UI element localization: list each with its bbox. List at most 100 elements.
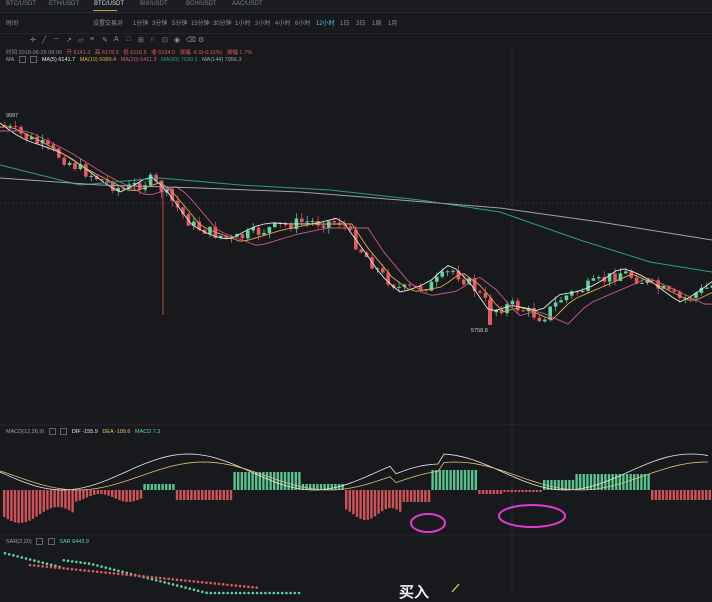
- tb-1h[interactable]: 1小时: [235, 21, 251, 27]
- tb-4h[interactable]: 4小时: [275, 21, 291, 27]
- macd-bar: [643, 474, 647, 490]
- sar-toggle-checkbox[interactable]: [36, 538, 44, 545]
- tb-2h[interactable]: 2小时: [255, 21, 271, 27]
- sar-dot-down: [146, 575, 149, 579]
- sar-dot-down: [217, 582, 221, 586]
- sar-dot-down: [32, 564, 36, 567]
- macd-bar: [687, 490, 690, 500]
- tab-bch-usdt[interactable]: BCH/USDT: [186, 1, 217, 7]
- macd-bar: [309, 484, 312, 490]
- horizontal-line-icon[interactable]: ─: [54, 36, 59, 43]
- sar-dot-down: [221, 583, 225, 586]
- tb-6h[interactable]: 6小时: [295, 21, 311, 27]
- ma-settings-checkbox[interactable]: [30, 56, 38, 63]
- pair-tab-bar: BTC/USDT ETH/USDT BTC/USDT BIX/USDT BCH/…: [0, 0, 712, 13]
- macd-bar: [291, 472, 294, 490]
- measure-icon[interactable]: ⊞: [138, 37, 144, 44]
- candle-down: [521, 310, 525, 312]
- macd-bar: [60, 490, 63, 508]
- tb-1d[interactable]: 1日: [340, 21, 350, 27]
- tb-1w[interactable]: 1周: [372, 21, 382, 27]
- sar-dot: [280, 591, 284, 595]
- tb-pair-settings[interactable]: 设置交易对: [93, 21, 124, 27]
- brush-icon[interactable]: ✎: [102, 37, 108, 44]
- magnet-icon[interactable]: ∩: [150, 36, 156, 43]
- lock-icon[interactable]: ⊡: [162, 37, 168, 44]
- sar-dot: [264, 591, 267, 595]
- candle-up: [543, 319, 547, 322]
- tb-3min[interactable]: 3分钟: [152, 21, 168, 27]
- candle-down: [100, 179, 104, 181]
- tb-5min[interactable]: 5分钟: [172, 21, 188, 27]
- macd-bar: [96, 490, 99, 495]
- ma-toggle-checkbox[interactable]: [18, 56, 26, 63]
- macd-bar: [370, 490, 373, 519]
- macd-bar: [435, 470, 438, 490]
- sar-dot: [255, 591, 259, 595]
- macd-bar: [201, 490, 204, 500]
- sar-dot: [159, 580, 162, 583]
- candle-up: [440, 271, 444, 277]
- candle-up: [705, 287, 709, 289]
- low-candle: [488, 300, 492, 325]
- macd-bar: [701, 490, 704, 500]
- trash-icon[interactable]: ⌫: [186, 37, 196, 44]
- candle-up: [694, 292, 698, 298]
- eye-icon[interactable]: ◉: [174, 37, 181, 44]
- ohlc-info-bar: 时间 2018-06-26 09:00 开 6141.3 高 6178.9 低 …: [6, 48, 255, 56]
- ma60-line: [0, 164, 712, 273]
- tab-bix-usdt[interactable]: BIX/USDT: [140, 1, 168, 7]
- macd-bar: [53, 490, 56, 508]
- sar-dot-down: [247, 585, 250, 589]
- candle-down: [408, 284, 412, 286]
- sar-dot-down: [150, 575, 154, 579]
- sar-dot-down: [137, 574, 141, 578]
- tb-1mo[interactable]: 1月: [388, 21, 398, 27]
- macd-bar: [363, 490, 366, 520]
- crosshair-icon[interactable]: ✛: [30, 37, 36, 44]
- sar-settings-checkbox[interactable]: [47, 538, 55, 545]
- candle-down: [613, 273, 617, 281]
- tb-30min[interactable]: 30分钟: [213, 21, 232, 27]
- tab-btc-usdt[interactable]: BTC/USDT: [6, 1, 36, 7]
- candle-down: [175, 200, 180, 208]
- channel-tool-icon[interactable]: ▱: [78, 37, 84, 44]
- text-tool-icon[interactable]: A: [114, 36, 119, 43]
- macd-toggle-checkbox[interactable]: [48, 428, 56, 435]
- macd-bar: [17, 490, 20, 523]
- sar-dot-down: [255, 586, 259, 589]
- line-tool-icon[interactable]: ╱: [42, 37, 47, 44]
- sar-label: SAR(2,20): [6, 538, 32, 545]
- macd-bar: [521, 490, 524, 492]
- sar-dot: [121, 570, 124, 574]
- candle-down: [111, 181, 115, 191]
- settings-icon[interactable]: ⚙: [198, 37, 205, 44]
- sar-dot: [49, 563, 53, 567]
- candle-up: [607, 273, 612, 282]
- tb-15min[interactable]: 15分钟: [191, 21, 210, 27]
- ray-tool-icon[interactable]: ↗: [66, 37, 72, 44]
- sar-dot: [83, 561, 87, 565]
- macd-bar: [535, 490, 539, 492]
- macd-bar: [294, 472, 297, 490]
- sar-dot: [28, 558, 32, 561]
- macd-bar: [287, 472, 290, 490]
- fib-tool-icon[interactable]: ≡: [90, 36, 95, 43]
- tab-btc-usdt-active[interactable]: BTC/USDT: [94, 1, 124, 7]
- candle-up: [559, 300, 563, 303]
- rect-tool-icon[interactable]: □: [126, 36, 131, 43]
- macd-bar: [665, 490, 668, 500]
- tab-eth-usdt[interactable]: ETH/USDT: [49, 1, 79, 7]
- tb-12h[interactable]: 12小时: [316, 21, 335, 27]
- sar-dot: [222, 591, 225, 595]
- tb-time[interactable]: 时间: [6, 21, 19, 27]
- tb-1min[interactable]: 1分钟: [133, 21, 149, 27]
- sar-dot-down: [234, 584, 238, 587]
- macd-settings-checkbox[interactable]: [60, 428, 68, 435]
- tab-aac-usdt[interactable]: AAC/USDT: [232, 1, 263, 7]
- tb-3d[interactable]: 3日: [356, 21, 366, 27]
- sar-dot-down: [49, 565, 53, 569]
- macd-bar: [607, 474, 611, 490]
- candle-down: [321, 225, 326, 228]
